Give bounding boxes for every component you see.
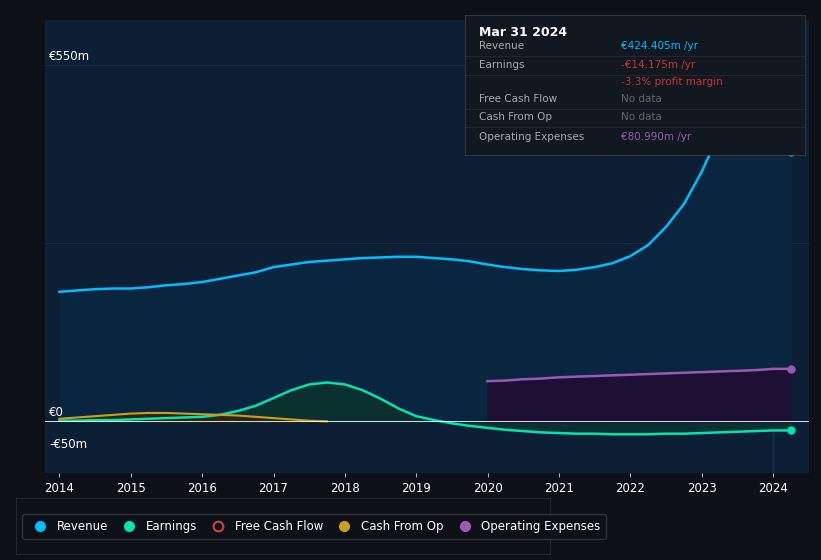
Text: Free Cash Flow: Free Cash Flow bbox=[479, 94, 557, 104]
Text: No data: No data bbox=[621, 94, 663, 104]
Legend: Revenue, Earnings, Free Cash Flow, Cash From Op, Operating Expenses: Revenue, Earnings, Free Cash Flow, Cash … bbox=[22, 514, 607, 539]
Text: Earnings: Earnings bbox=[479, 60, 524, 71]
Text: €424.405m /yr: €424.405m /yr bbox=[621, 41, 699, 51]
Text: -3.3% profit margin: -3.3% profit margin bbox=[621, 77, 723, 87]
Text: -€14.175m /yr: -€14.175m /yr bbox=[621, 60, 695, 71]
Text: Revenue: Revenue bbox=[479, 41, 524, 51]
Text: €550m: €550m bbox=[49, 50, 90, 63]
Text: €80.990m /yr: €80.990m /yr bbox=[621, 132, 691, 142]
Text: Cash From Op: Cash From Op bbox=[479, 112, 552, 122]
Text: €0: €0 bbox=[49, 406, 64, 419]
Text: No data: No data bbox=[621, 112, 663, 122]
Text: Operating Expenses: Operating Expenses bbox=[479, 132, 584, 142]
Text: -€50m: -€50m bbox=[49, 438, 87, 451]
Text: Mar 31 2024: Mar 31 2024 bbox=[479, 26, 566, 39]
